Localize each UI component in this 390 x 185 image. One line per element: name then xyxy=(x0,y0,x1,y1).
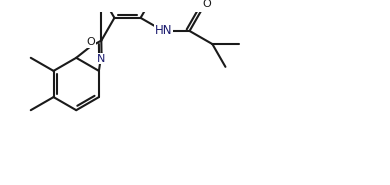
Text: N: N xyxy=(96,54,105,64)
Text: O: O xyxy=(202,0,211,9)
Text: HN: HN xyxy=(154,23,172,36)
Text: O: O xyxy=(87,37,96,47)
